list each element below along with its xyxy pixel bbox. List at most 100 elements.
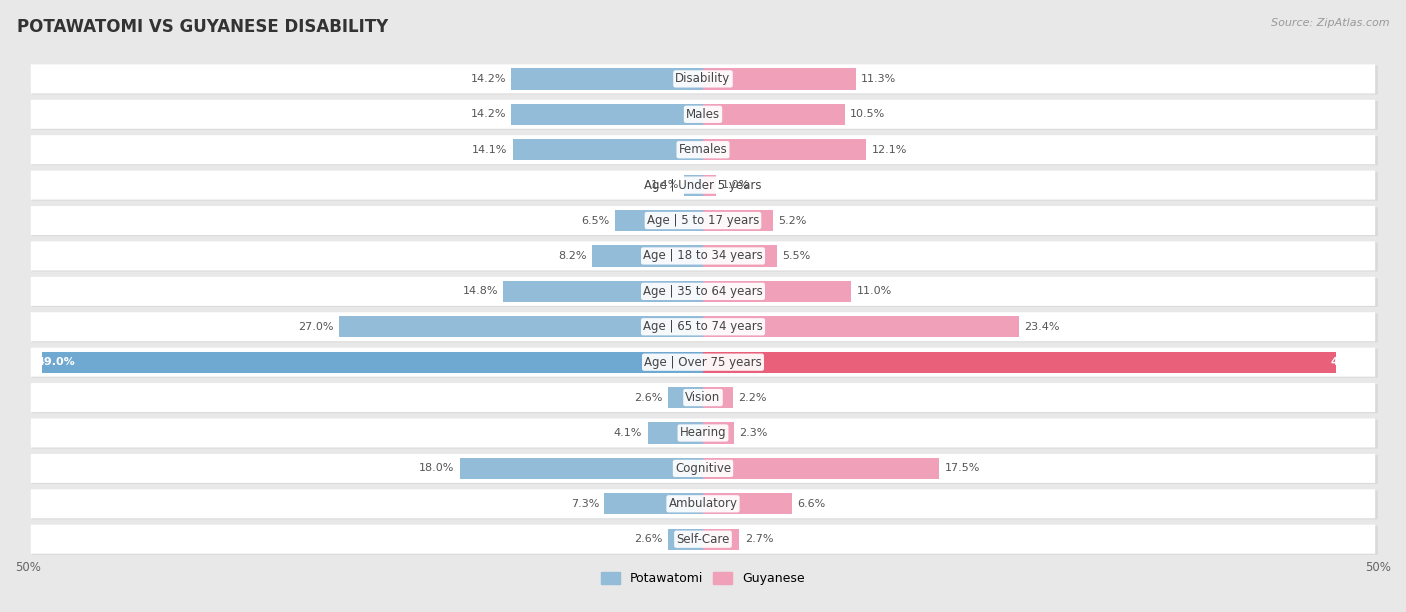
Bar bbox=[703, 458, 939, 479]
FancyBboxPatch shape bbox=[32, 384, 1378, 413]
Bar bbox=[512, 69, 703, 89]
Bar bbox=[592, 245, 703, 267]
Bar bbox=[703, 316, 1019, 337]
Legend: Potawatomi, Guyanese: Potawatomi, Guyanese bbox=[602, 572, 804, 585]
Text: 2.3%: 2.3% bbox=[740, 428, 768, 438]
FancyBboxPatch shape bbox=[31, 64, 1375, 94]
Bar bbox=[703, 281, 852, 302]
Text: 1.4%: 1.4% bbox=[651, 180, 679, 190]
Text: 14.1%: 14.1% bbox=[472, 144, 508, 155]
Bar bbox=[513, 139, 703, 160]
Text: 2.6%: 2.6% bbox=[634, 534, 662, 544]
Text: Age | Under 5 years: Age | Under 5 years bbox=[644, 179, 762, 192]
Text: 2.7%: 2.7% bbox=[745, 534, 773, 544]
Bar bbox=[616, 210, 703, 231]
Text: POTAWATOMI VS GUYANESE DISABILITY: POTAWATOMI VS GUYANESE DISABILITY bbox=[17, 18, 388, 36]
FancyBboxPatch shape bbox=[31, 171, 1375, 200]
Text: Source: ZipAtlas.com: Source: ZipAtlas.com bbox=[1271, 18, 1389, 28]
Text: Males: Males bbox=[686, 108, 720, 121]
Text: 7.3%: 7.3% bbox=[571, 499, 599, 509]
Text: Cognitive: Cognitive bbox=[675, 462, 731, 475]
Text: Ambulatory: Ambulatory bbox=[668, 498, 738, 510]
FancyBboxPatch shape bbox=[31, 241, 1375, 271]
Bar bbox=[460, 458, 703, 479]
Text: 49.0%: 49.0% bbox=[37, 357, 75, 367]
FancyBboxPatch shape bbox=[32, 313, 1378, 342]
Text: Self-Care: Self-Care bbox=[676, 532, 730, 546]
Text: 17.5%: 17.5% bbox=[945, 463, 980, 474]
FancyBboxPatch shape bbox=[32, 278, 1378, 307]
Text: 46.9%: 46.9% bbox=[1331, 357, 1369, 367]
Text: Age | 18 to 34 years: Age | 18 to 34 years bbox=[643, 250, 763, 263]
Bar bbox=[703, 493, 792, 515]
Bar bbox=[703, 422, 734, 444]
Text: 14.2%: 14.2% bbox=[471, 74, 506, 84]
Text: 2.6%: 2.6% bbox=[634, 392, 662, 403]
FancyBboxPatch shape bbox=[32, 101, 1378, 130]
Bar bbox=[703, 210, 773, 231]
FancyBboxPatch shape bbox=[31, 312, 1375, 341]
FancyBboxPatch shape bbox=[32, 65, 1378, 94]
Text: 12.1%: 12.1% bbox=[872, 144, 907, 155]
FancyBboxPatch shape bbox=[31, 524, 1375, 554]
FancyBboxPatch shape bbox=[32, 455, 1378, 484]
FancyBboxPatch shape bbox=[32, 526, 1378, 555]
Text: Hearing: Hearing bbox=[679, 427, 727, 439]
Text: Age | Over 75 years: Age | Over 75 years bbox=[644, 356, 762, 368]
Bar bbox=[668, 387, 703, 408]
Bar bbox=[685, 174, 703, 196]
FancyBboxPatch shape bbox=[31, 100, 1375, 129]
Text: 4.1%: 4.1% bbox=[614, 428, 643, 438]
FancyBboxPatch shape bbox=[31, 454, 1375, 483]
FancyBboxPatch shape bbox=[31, 348, 1375, 377]
Text: 14.2%: 14.2% bbox=[471, 110, 506, 119]
FancyBboxPatch shape bbox=[31, 206, 1375, 235]
Text: 11.3%: 11.3% bbox=[860, 74, 896, 84]
Text: Age | 5 to 17 years: Age | 5 to 17 years bbox=[647, 214, 759, 227]
Bar bbox=[512, 103, 703, 125]
FancyBboxPatch shape bbox=[32, 490, 1378, 520]
Bar bbox=[605, 493, 703, 515]
FancyBboxPatch shape bbox=[31, 419, 1375, 447]
Text: 23.4%: 23.4% bbox=[1024, 322, 1060, 332]
Bar bbox=[703, 529, 740, 550]
Text: Age | 35 to 64 years: Age | 35 to 64 years bbox=[643, 285, 763, 298]
Text: 5.2%: 5.2% bbox=[779, 215, 807, 226]
Text: 1.0%: 1.0% bbox=[721, 180, 751, 190]
Bar bbox=[703, 139, 866, 160]
Text: 10.5%: 10.5% bbox=[851, 110, 886, 119]
Text: Females: Females bbox=[679, 143, 727, 156]
FancyBboxPatch shape bbox=[31, 489, 1375, 518]
Text: 14.8%: 14.8% bbox=[463, 286, 498, 296]
Bar bbox=[339, 316, 703, 337]
Text: 8.2%: 8.2% bbox=[558, 251, 586, 261]
Bar bbox=[703, 103, 845, 125]
Text: Disability: Disability bbox=[675, 72, 731, 86]
FancyBboxPatch shape bbox=[31, 383, 1375, 412]
FancyBboxPatch shape bbox=[31, 277, 1375, 306]
Text: 2.2%: 2.2% bbox=[738, 392, 766, 403]
Bar bbox=[668, 529, 703, 550]
FancyBboxPatch shape bbox=[32, 349, 1378, 378]
Bar bbox=[703, 69, 855, 89]
Text: 6.5%: 6.5% bbox=[582, 215, 610, 226]
Bar bbox=[703, 387, 733, 408]
Text: 27.0%: 27.0% bbox=[298, 322, 333, 332]
FancyBboxPatch shape bbox=[32, 136, 1378, 165]
FancyBboxPatch shape bbox=[31, 135, 1375, 164]
Bar bbox=[703, 174, 717, 196]
Text: 18.0%: 18.0% bbox=[419, 463, 454, 474]
FancyBboxPatch shape bbox=[32, 172, 1378, 201]
FancyBboxPatch shape bbox=[32, 207, 1378, 236]
FancyBboxPatch shape bbox=[32, 242, 1378, 272]
Bar bbox=[703, 351, 1336, 373]
Bar bbox=[503, 281, 703, 302]
Text: Age | 65 to 74 years: Age | 65 to 74 years bbox=[643, 320, 763, 334]
Bar bbox=[648, 422, 703, 444]
Text: 6.6%: 6.6% bbox=[797, 499, 825, 509]
Bar bbox=[42, 351, 703, 373]
Text: 11.0%: 11.0% bbox=[856, 286, 893, 296]
Text: Vision: Vision bbox=[685, 391, 721, 404]
FancyBboxPatch shape bbox=[32, 420, 1378, 449]
Text: 5.5%: 5.5% bbox=[783, 251, 811, 261]
